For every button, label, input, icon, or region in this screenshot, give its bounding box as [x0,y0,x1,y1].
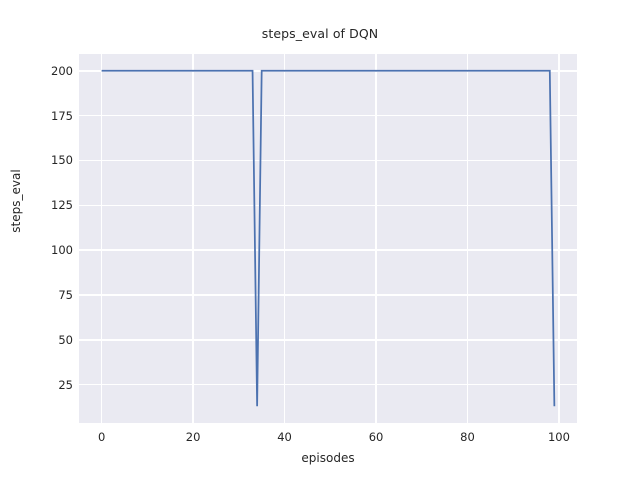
gridline-vertical [283,54,286,423]
gridline-horizontal [79,294,577,296]
x-tick-label: 40 [277,430,292,444]
gridline-horizontal [79,159,577,162]
x-axis-label: episodes [301,451,355,465]
y-tick-label: 50 [58,332,73,347]
gridline-vertical [192,54,194,423]
gridline-horizontal [79,249,577,251]
y-tick-label: 150 [51,153,73,168]
x-tick-label: 20 [185,430,201,444]
gridline-horizontal [79,114,577,117]
x-tick-label: 60 [368,430,384,444]
gridline-vertical [375,54,377,423]
y-tick-label: 25 [58,377,73,392]
x-tick-label: 0 [97,430,106,444]
x-tick-label: 100 [547,430,570,444]
gridline-vertical [558,54,560,423]
y-tick-label: 175 [51,108,73,123]
gridline-vertical [100,54,103,423]
y-axis-tick-labels: 25 50 75 100 125 150 175 200 [5,54,73,423]
gridline-horizontal [79,339,577,341]
chart-title: steps_eval of DQN [261,26,379,41]
line-series-steps-eval [101,69,556,407]
x-axis-tick-labels: 0 20 40 60 80 100 [79,430,577,450]
gridline-horizontal [79,204,577,207]
y-tick-label: 200 [51,63,73,78]
data-series-layer [79,54,577,423]
y-tick-label: 100 [51,243,73,258]
y-tick-label: 125 [51,198,73,213]
x-tick-label: 80 [460,430,475,444]
y-tick-label: 75 [58,288,73,302]
gridline-horizontal [79,383,577,386]
gridline-vertical [466,54,469,423]
plot-area [79,54,577,423]
